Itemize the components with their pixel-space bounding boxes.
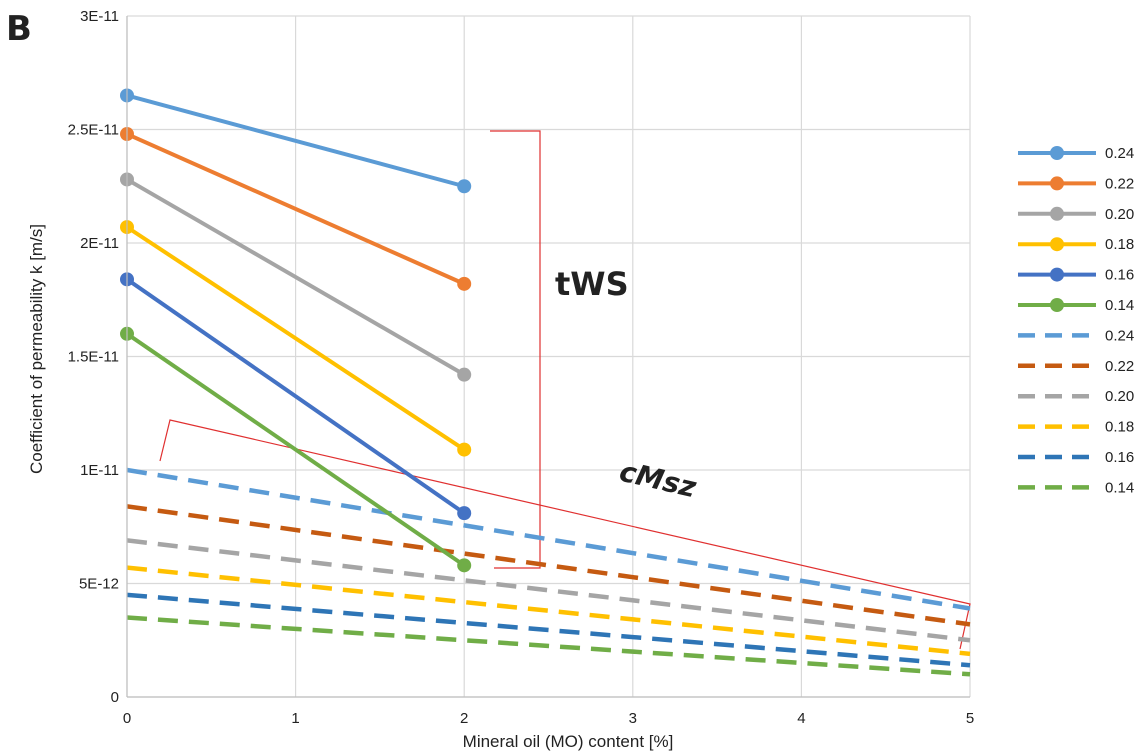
y-tick-label: 1E-11 bbox=[80, 462, 119, 479]
data-point bbox=[457, 506, 472, 521]
legend-label: 0.22 bbox=[1105, 175, 1134, 192]
legend-label: 0.16 bbox=[1105, 267, 1134, 284]
annotation-cmsz: cMsz bbox=[616, 455, 700, 505]
legend-marker bbox=[1050, 267, 1064, 282]
cmsz-bracket bbox=[159, 419, 971, 650]
legend-label: 0.24 bbox=[1105, 145, 1134, 162]
legend-label: 0.22 bbox=[1105, 358, 1134, 375]
legend: 0.24 0.22 0.20 0.18 0.16 0.14 0.24 0.22 0.20 0.18… bbox=[1018, 145, 1134, 496]
series-line-tws-0.18 bbox=[125, 225, 466, 452]
legend-label: 0.24 bbox=[1105, 327, 1134, 344]
y-tick-label: 2.5E-11 bbox=[68, 122, 119, 139]
x-tick-label: 3 bbox=[629, 710, 637, 727]
tws-bracket bbox=[490, 130, 541, 569]
series-line-cmsz-0.18 bbox=[126, 565, 971, 657]
series-line-tws-0.16 bbox=[125, 277, 466, 515]
legend-marker bbox=[1050, 146, 1064, 160]
y-tick-label: 1.5E-11 bbox=[68, 349, 119, 366]
series-layer bbox=[120, 88, 971, 677]
series-line-tws-0.14 bbox=[125, 332, 466, 567]
series-line-cmsz-0.24 bbox=[126, 467, 971, 611]
legend-marker bbox=[1050, 237, 1064, 252]
series-line-tws-0.20 bbox=[125, 177, 466, 377]
legend-marker bbox=[1050, 298, 1064, 312]
legend-label: 0.20 bbox=[1105, 388, 1134, 405]
series-line-cmsz-0.14 bbox=[126, 615, 971, 677]
legend-label: 0.20 bbox=[1105, 206, 1134, 223]
series-line-cmsz-0.22 bbox=[126, 504, 971, 627]
legend-marker bbox=[1050, 176, 1064, 191]
legend-label: 0.16 bbox=[1105, 449, 1134, 466]
legend-marker bbox=[1050, 206, 1064, 221]
y-axis-title: Coefficient of permeability k [m/s] bbox=[27, 224, 46, 474]
data-point bbox=[457, 442, 472, 457]
y-tick-label: 2E-11 bbox=[80, 235, 119, 252]
data-point bbox=[457, 276, 472, 291]
data-point bbox=[457, 179, 472, 194]
series-line-tws-0.22 bbox=[126, 132, 466, 286]
legend-label: 0.18 bbox=[1105, 419, 1134, 436]
x-tick-label: 0 bbox=[123, 710, 131, 727]
series-line-cmsz-0.16 bbox=[126, 592, 971, 668]
series-line-tws-0.24 bbox=[126, 93, 465, 189]
y-tick-label: 5E-12 bbox=[79, 576, 119, 593]
legend-label: 0.18 bbox=[1105, 236, 1134, 253]
x-axis-title: Mineral oil (MO) content [%] bbox=[463, 732, 674, 751]
data-point bbox=[457, 367, 472, 382]
y-tick-label: 0 bbox=[111, 689, 119, 706]
legend-label: 0.14 bbox=[1105, 479, 1134, 496]
panel-label: B bbox=[6, 9, 32, 49]
annotation-tws: tWS bbox=[555, 265, 629, 303]
x-tick-label: 4 bbox=[797, 710, 805, 727]
x-tick-label: 1 bbox=[291, 710, 299, 727]
axes: 0 1 2 3 4 5 0 5E-12 1E-11 1.5E-11 2E-11 2.5E-11 3E-1… bbox=[68, 8, 975, 727]
annotation-brackets bbox=[159, 130, 971, 650]
data-point bbox=[457, 558, 472, 573]
x-tick-label: 5 bbox=[966, 710, 974, 727]
series-line-cmsz-0.20 bbox=[126, 538, 971, 643]
legend-label: 0.14 bbox=[1105, 297, 1134, 314]
x-tick-label: 2 bbox=[460, 710, 468, 727]
gridlines bbox=[126, 15, 971, 698]
y-tick-label: 3E-11 bbox=[80, 8, 119, 25]
